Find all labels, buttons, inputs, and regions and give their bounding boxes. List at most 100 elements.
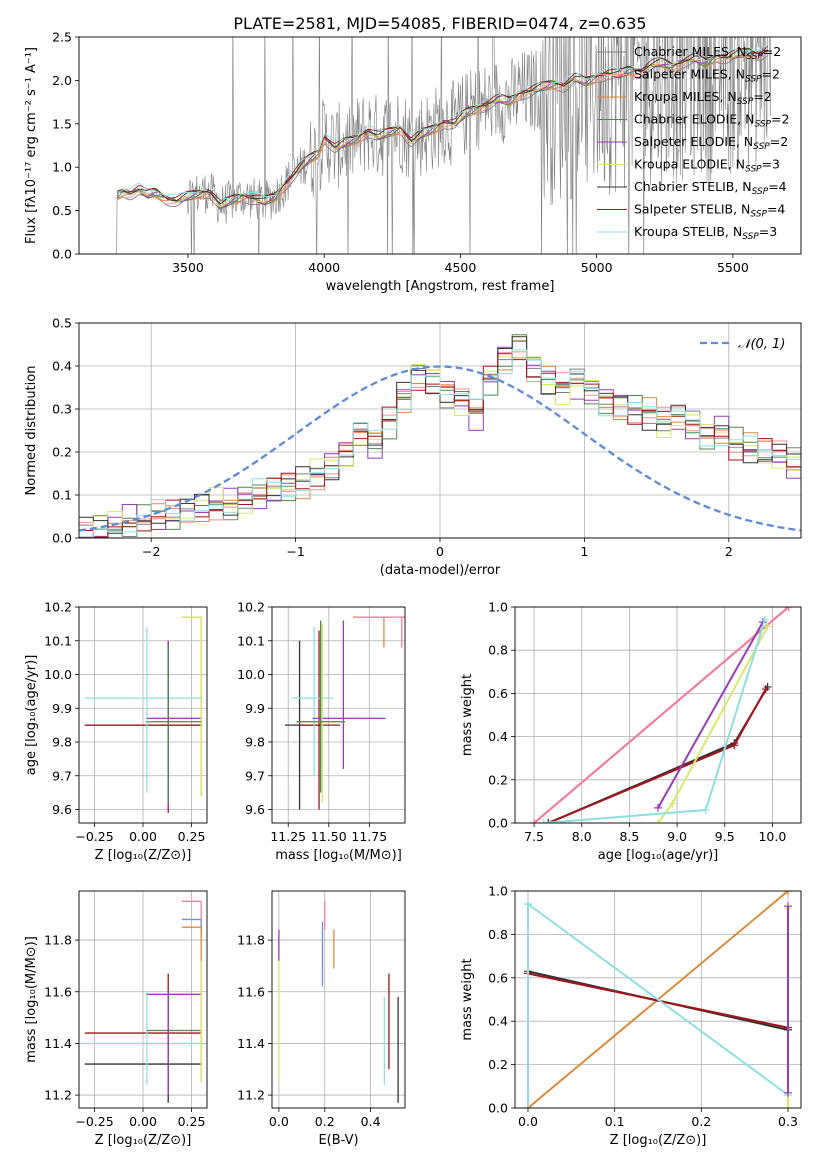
x-tick-label: 0.2 [691, 1114, 711, 1129]
weight-marker [544, 819, 553, 823]
weight-lines [530, 607, 793, 823]
panel-spectrum: 3500 4000 4500 5000 5500 0.0 0.5 1.0 1.5 2.0 2.5 wa… [24, 30, 802, 294]
y-tick-label: 0.0 [488, 816, 508, 831]
weight-marker [701, 806, 710, 815]
weight-marker [730, 741, 739, 750]
y-tick-label: 11.6 [237, 984, 265, 999]
legend-sub: SSP [746, 52, 763, 62]
legend-label: Chabrier MILES, NSSP=2 [634, 44, 781, 62]
y-tick-label: 0.4 [52, 359, 72, 374]
legend-sub: SSP [745, 75, 762, 85]
x-axis-label: Z [log₁₀(Z/Z⊙)] [95, 1133, 192, 1148]
spectrum-data [87, 37, 771, 254]
y-tick-label: 0.2 [52, 445, 72, 460]
weight-marker [763, 622, 772, 631]
y-tick-label: 0.2 [488, 772, 508, 787]
axes-frame [78, 606, 208, 824]
legend-rest: =2 [762, 67, 780, 82]
legend-rest: =3 [759, 224, 777, 239]
model-line-8 [116, 43, 769, 200]
model-line-1 [116, 51, 769, 207]
legend-sub: SSP [752, 187, 769, 197]
normal-curve [79, 365, 801, 532]
x-tick-label: 0 [436, 544, 444, 559]
y-tick-label: 11.8 [44, 933, 72, 948]
y-tick-label: 9.6 [52, 802, 72, 817]
y-tick-label: 0.6 [488, 686, 508, 701]
y-axis-label: mass weight [460, 674, 475, 756]
y-tick-label: 0.2 [488, 1057, 508, 1072]
y-tick-label: 9.6 [245, 802, 265, 817]
y-tick-label: 0.4 [488, 1014, 508, 1029]
y-tick-label: 9.7 [245, 768, 265, 783]
x-axis-label: Z [log₁₀(Z/Z⊙)] [610, 1133, 707, 1148]
weight-marker [530, 819, 539, 823]
legend-label: Kroupa ELODIE, NSSP=3 [634, 157, 780, 175]
weight-marker [654, 819, 662, 823]
errorbar-data [84, 616, 202, 813]
y-tick-label: 11.2 [44, 1088, 72, 1103]
legend-rest: =4 [768, 179, 786, 194]
x-tick-label: 0.00 [129, 829, 157, 844]
model-line-5 [116, 47, 768, 208]
x-tick-label: −0.25 [75, 1114, 113, 1129]
figure-title: PLATE=2581, MJD=54085, FIBERID=0474, z=0… [233, 14, 646, 33]
y-tick-label: 0.0 [52, 531, 72, 546]
x-tick-label: 7.5 [524, 829, 544, 844]
y-tick-label: 1.5 [52, 116, 72, 131]
y-tick-label: 0.6 [488, 970, 508, 985]
panel-age_vs_Z: −0.25 0.00 0.25 9.6 9.7 9.8 9.9 10.0 10.1 10.2 Z [… [24, 600, 208, 863]
y-tick-label: 0.8 [488, 927, 508, 942]
panel-age_vs_mass: 11.25 11.50 11.75 9.6 9.7 9.8 9.9 10.0 10.1 10.2 m… [237, 600, 406, 863]
weight-marker [539, 819, 548, 823]
panels-layer: 3500 4000 4500 5000 5500 0.0 0.5 1.0 1.5 2.0 2.5 wa… [24, 30, 802, 1148]
y-axis-label: Normed distribution [24, 366, 39, 496]
x-axis-label: age [log₁₀(age/yr)] [598, 848, 719, 863]
y-tick-label: 11.6 [44, 984, 72, 999]
y-tick-label: 0.5 [52, 316, 72, 331]
panel-massweight_vs_Z: 0.0 0.1 0.2 0.3 0.0 0.2 0.4 0.6 0.8 1.0 Z [log₁₀(Z… [460, 884, 802, 1148]
x-axis-label: wavelength [Angstrom, rest frame] [326, 279, 555, 294]
legend-sub: SSP [737, 97, 754, 107]
x-tick-label: 0.0 [269, 1114, 289, 1129]
panel-mass_vs_Z: −0.25 0.00 0.25 11.2 11.4 11.6 11.8 Z [log₁₀(Z/… [24, 890, 208, 1148]
errorbar-data [284, 616, 405, 810]
y-tick-label: 9.9 [245, 701, 265, 716]
errorbar-data [84, 900, 202, 1103]
panel-residual_histogram: −2 −1 0 1 2 0.0 0.1 0.2 0.3 0.4 0.5 (data-model)/er… [24, 316, 802, 578]
weight-marker [784, 607, 793, 611]
panel-massweight_vs_age: 7.5 8.0 8.5 9.0 9.5 10.0 0.0 0.2 0.4 0.6 0.8 1.0 age… [460, 600, 802, 863]
legend-rest: =2 [770, 134, 788, 149]
legend-rest: =3 [762, 157, 780, 172]
y-tick-label: 0.4 [488, 729, 508, 744]
x-tick-label: 0.3 [778, 1114, 798, 1129]
weight-marker [524, 1104, 532, 1108]
x-tick-label: 0.2 [315, 1114, 335, 1129]
model-line-7 [116, 45, 769, 201]
y-tick-label: 0.3 [52, 402, 72, 417]
y-tick-label: 0.0 [52, 247, 72, 262]
x-tick-label: 0.00 [129, 1114, 157, 1129]
x-tick-label: 11.75 [351, 829, 387, 844]
x-tick-label: −1 [286, 544, 304, 559]
x-tick-label: −0.25 [75, 829, 113, 844]
x-axis-label: E(B-V) [318, 1133, 358, 1148]
weight-marker [761, 685, 770, 694]
x-tick-label: 0.25 [178, 1114, 206, 1129]
y-tick-label: 9.9 [52, 701, 72, 716]
legend-rest: =2 [763, 44, 781, 59]
axes-frame [514, 606, 802, 824]
x-tick-label: 0.4 [361, 1114, 381, 1129]
legend-label: 𝒩(0, 1) [738, 337, 785, 352]
legend-label: Salpeter STELIB, NSSP=4 [634, 202, 785, 220]
x-axis-label: mass [log₁₀(M/M⊙)] [275, 848, 402, 863]
y-tick-label: 1.0 [488, 884, 508, 899]
x-tick-label: 9.0 [667, 829, 687, 844]
axes-frame [271, 606, 406, 824]
legend-sub: SSP [742, 232, 759, 242]
legend-label: Salpeter ELODIE, NSSP=2 [634, 134, 788, 152]
weight-marker [654, 803, 662, 812]
x-axis-label: (data-model)/error [380, 563, 501, 578]
x-tick-label: 11.50 [311, 829, 347, 844]
y-tick-label: 1.0 [52, 160, 72, 175]
